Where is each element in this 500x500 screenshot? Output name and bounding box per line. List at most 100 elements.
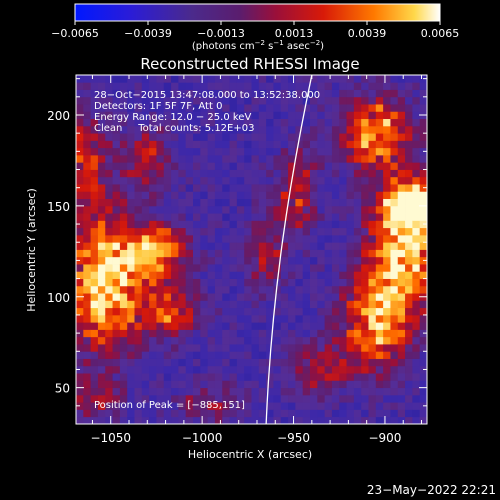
heatmap-cell: [273, 344, 282, 352]
heatmap-cell: [412, 409, 421, 418]
heatmap-cell: [397, 169, 406, 178]
heatmap-cell: [339, 75, 347, 83]
heatmap-cell: [346, 220, 355, 229]
heatmap-cell: [134, 256, 143, 265]
heatmap-cell: [397, 271, 406, 279]
heatmap-cell: [390, 293, 399, 301]
heatmap-cell: [127, 75, 135, 83]
heatmap-cell: [207, 344, 216, 352]
heatmap-cell: [273, 75, 282, 83]
heatmap-cell: [105, 293, 113, 301]
heatmap-cell: [149, 358, 157, 367]
heatmap-cell: [236, 264, 245, 272]
heatmap-cell: [258, 125, 267, 134]
heatmap-cell: [141, 365, 150, 374]
heatmap-cell: [200, 75, 209, 83]
heatmap-cell: [185, 140, 194, 149]
heatmap-cell: [156, 409, 165, 418]
heatmap-cell: [353, 205, 362, 214]
heatmap-cell: [171, 344, 179, 352]
heatmap-cell: [331, 118, 340, 127]
heatmap-cell: [244, 205, 252, 214]
heatmap-cell: [105, 184, 113, 192]
heatmap-cell: [280, 82, 289, 90]
heatmap-cell: [317, 402, 326, 410]
heatmap-cell: [83, 322, 92, 330]
heatmap-cell: [149, 82, 157, 90]
heatmap-cell: [375, 125, 384, 134]
heatmap-cell: [222, 227, 230, 236]
heatmap-cell: [134, 365, 143, 374]
heatmap-cell: [288, 234, 296, 243]
heatmap-cell: [236, 191, 245, 199]
heatmap-cell: [288, 96, 296, 105]
x-axis-label: Heliocentric X (arcsec): [188, 448, 312, 461]
heatmap-cell: [383, 205, 391, 214]
heatmap-cell: [171, 307, 179, 316]
heatmap-cell: [244, 264, 252, 272]
heatmap-cell: [331, 402, 340, 410]
heatmap-cell: [119, 118, 128, 127]
heatmap-cell: [339, 205, 347, 214]
heatmap-cell: [383, 314, 391, 323]
heatmap-cell: [244, 140, 252, 149]
heatmap-cell: [361, 118, 369, 127]
heatmap-cell: [324, 234, 333, 243]
heatmap-cell: [229, 278, 238, 287]
heatmap-cell: [310, 198, 318, 207]
heatmap-cell: [361, 140, 369, 149]
heatmap-cell: [295, 198, 304, 207]
heatmap-cell: [397, 322, 406, 330]
heatmap-cell: [383, 416, 391, 424]
heatmap-cell: [412, 293, 421, 301]
heatmap-cell: [149, 118, 157, 127]
heatmap-cell: [346, 351, 355, 359]
heatmap-cell: [383, 220, 391, 229]
heatmap-cell: [185, 365, 194, 374]
heatmap-cell: [353, 300, 362, 309]
heatmap-cell: [280, 373, 289, 381]
heatmap-cell: [383, 278, 391, 287]
heatmap-cell: [207, 125, 216, 134]
heatmap-cell: [368, 278, 377, 287]
heatmap-cell: [405, 402, 413, 410]
heatmap-cell: [397, 205, 406, 214]
heatmap-cell: [171, 336, 179, 345]
heatmap-cell: [353, 213, 362, 221]
heatmap-cell: [288, 373, 296, 381]
heatmap-cell: [353, 227, 362, 236]
heatmap-cell: [97, 358, 106, 367]
heatmap-cell: [368, 140, 377, 149]
heatmap-cell: [295, 125, 304, 134]
heatmap-cell: [141, 373, 150, 381]
heatmap-cell: [273, 96, 282, 105]
heatmap-cell: [346, 176, 355, 185]
heatmap-cell: [412, 162, 421, 170]
colorbar-tick-label: −0.0013: [197, 27, 245, 40]
heatmap-cell: [119, 271, 128, 279]
heatmap-cell: [273, 125, 282, 134]
heatmap-cell: [383, 256, 391, 265]
heatmap-cell: [412, 271, 421, 279]
heatmap-cell: [390, 96, 399, 105]
heatmap-cell: [134, 234, 143, 243]
heatmap-cell: [295, 82, 304, 90]
heatmap-cell: [397, 176, 406, 185]
heatmap-cell: [244, 104, 252, 112]
heatmap-cell: [405, 140, 413, 149]
heatmap-cell: [214, 256, 223, 265]
heatmap-cell: [222, 314, 230, 323]
heatmap-cell: [214, 205, 223, 214]
heatmap-cell: [280, 336, 289, 345]
heatmap-cell: [214, 322, 223, 330]
heatmap-cell: [185, 242, 194, 250]
heatmap-cell: [368, 307, 377, 316]
heatmap-cell: [310, 336, 318, 345]
heatmap-cell: [222, 213, 230, 221]
heatmap-cell: [339, 242, 347, 250]
heatmap-cell: [390, 285, 399, 294]
heatmap-cell: [368, 118, 377, 127]
heatmap-cell: [178, 75, 187, 83]
heatmap-cell: [412, 82, 421, 90]
heatmap-cell: [178, 154, 187, 163]
